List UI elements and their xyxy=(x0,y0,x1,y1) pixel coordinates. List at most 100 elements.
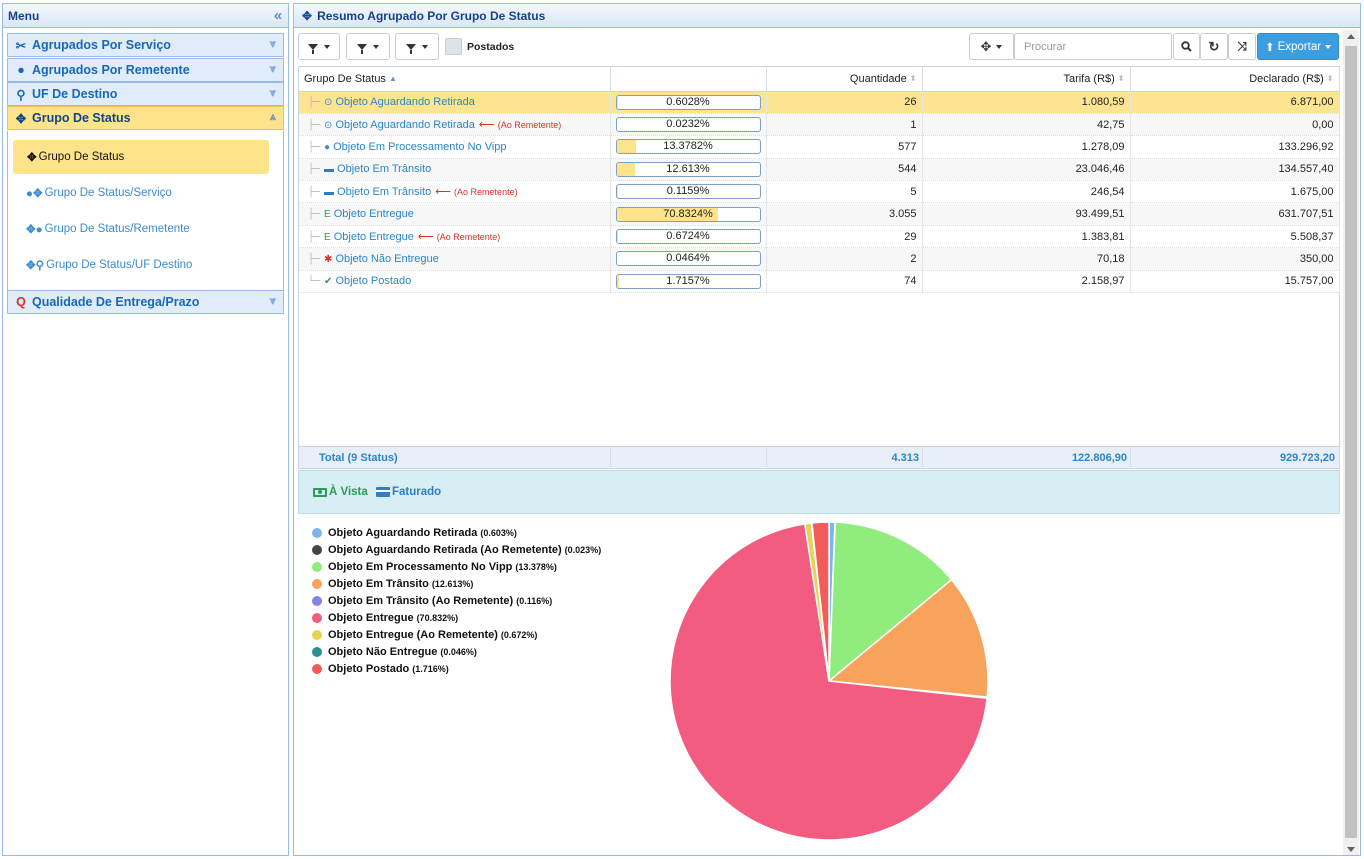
status-link[interactable]: Objeto Em Trânsito xyxy=(337,186,432,199)
status-link[interactable]: Objeto Entregue xyxy=(333,231,414,244)
accordion-qualidade-entrega[interactable]: Q Qualidade De Entrega/Prazo ⩔ xyxy=(7,290,284,314)
menu-header: Menu « xyxy=(3,4,288,28)
clock-icon: ⊙ xyxy=(324,97,333,109)
status-cell[interactable]: ├─ E Objeto Entregue ⟵ (Ao Remetente) xyxy=(299,225,611,249)
map-pin-icon: ⚲ xyxy=(16,87,26,102)
faturado-tab[interactable]: Faturado xyxy=(376,486,441,498)
legend-item[interactable]: Objeto Em Trânsito (12.613%) xyxy=(312,575,601,592)
pie-slice[interactable] xyxy=(828,521,953,683)
status-link[interactable]: Objeto Postado xyxy=(335,275,412,288)
column-header-tarifa[interactable]: Tarifa (R$) ⬍ xyxy=(922,67,1131,92)
status-link[interactable]: Objeto Aguardando Retirada xyxy=(335,96,475,109)
tree-connector: ├─ xyxy=(308,97,321,109)
chart-legend: Objeto Aguardando Retirada (0.603%) Objeto… xyxy=(312,524,601,677)
status-cell[interactable]: ├─ ▬ Objeto Em Trânsito ⟵ (Ao Remetente) xyxy=(299,180,611,204)
status-cell[interactable]: ├─ E Objeto Entregue xyxy=(299,202,611,226)
status-cell[interactable]: ├─ ● Objeto Em Processamento No Vipp xyxy=(299,135,611,159)
columns-move-dropdown[interactable]: ✥ xyxy=(969,33,1014,60)
table-row[interactable]: ├─ ▬ Objeto Em Trânsito 12.613% 544 23.046,46… xyxy=(299,158,1340,182)
footer-declarado: 929.723,20 xyxy=(1279,452,1335,464)
filter-dropdown-1[interactable] xyxy=(298,33,340,60)
legend-item[interactable]: Objeto Aguardando Retirada (0.603%) xyxy=(312,524,601,541)
table-row[interactable]: ├─ ⊙ Objeto Aguardando Retirada 0.6028% 26 1.… xyxy=(299,91,1340,114)
status-link[interactable]: Objeto Em Trânsito xyxy=(337,163,432,176)
legend-item[interactable]: Objeto Entregue (Ao Remetente) (0.672%) xyxy=(312,626,601,643)
collapse-menu-icon[interactable]: « xyxy=(273,7,283,24)
pie-slice[interactable] xyxy=(827,578,989,698)
table-row[interactable]: ├─ E Objeto Entregue 70.8324% 3.055 93.499,51… xyxy=(299,202,1340,226)
column-header-declarado[interactable]: Declarado (R$) ⬍ xyxy=(1130,67,1340,92)
status-cell[interactable]: ├─ ⊙ Objeto Aguardando Retirada xyxy=(299,91,611,114)
subitem-grupo-status[interactable]: ✥ Grupo De Status xyxy=(13,140,269,174)
column-header-quantidade[interactable]: Quantidade ⬍ xyxy=(766,67,923,92)
accordion-label: Agrupados Por Serviço xyxy=(32,38,171,52)
pie-slice[interactable] xyxy=(811,521,830,682)
legend-label: Objeto Aguardando Retirada xyxy=(328,526,478,539)
scrollbar-thumb[interactable] xyxy=(1345,46,1357,838)
a-vista-tab[interactable]: À Vista xyxy=(313,486,368,498)
filter-dropdown-3[interactable] xyxy=(395,33,439,60)
postados-checkbox[interactable] xyxy=(445,38,462,55)
table-row[interactable]: └─ ✔ Objeto Postado 1.7157% 74 2.158,97 15.757… xyxy=(299,270,1340,294)
move-icon: ✥ xyxy=(980,38,992,54)
subitem-grupo-status-uf[interactable]: ✥⚲ Grupo De Status/UF Destino xyxy=(13,248,269,282)
refresh-button[interactable]: ↻ xyxy=(1200,33,1228,60)
legend-item[interactable]: Objeto Aguardando Retirada (Ao Remetente… xyxy=(312,541,601,558)
legend-item[interactable]: Objeto Em Trânsito (Ao Remetente) (0.116%… xyxy=(312,592,601,609)
subitem-grupo-status-servico[interactable]: ●✥ Grupo De Status/Serviço xyxy=(13,176,269,210)
quantidade-cell: 3.055 xyxy=(766,202,923,226)
status-link[interactable]: Objeto Em Processamento No Vipp xyxy=(333,140,507,153)
status-link[interactable]: Objeto Não Entregue xyxy=(335,252,439,265)
scroll-down-icon[interactable] xyxy=(1347,847,1355,852)
filter-icon xyxy=(357,43,367,54)
declarado-cell: 1.675,00 xyxy=(1130,180,1340,204)
search-button[interactable] xyxy=(1173,33,1200,60)
move-icon: ✥ xyxy=(15,111,27,126)
quantidade-cell: 577 xyxy=(766,135,923,159)
legend-item[interactable]: Objeto Entregue (70.832%) xyxy=(312,609,601,626)
table-row[interactable]: ├─ ⊙ Objeto Aguardando Retirada ⟵ (Ao Remet… xyxy=(299,113,1340,137)
chevron-down-icon: ⩔ xyxy=(269,63,276,75)
legend-item[interactable]: Objeto Em Processamento No Vipp (13.378%) xyxy=(312,558,601,575)
column-header-grupo-status[interactable]: Grupo De Status ▲ xyxy=(299,67,611,92)
legend-item[interactable]: Objeto Não Entregue (0.046%) xyxy=(312,643,601,660)
status-cell[interactable]: ├─ ✱ Objeto Não Entregue xyxy=(299,247,611,271)
status-cell[interactable]: ├─ ▬ Objeto Em Trânsito xyxy=(299,158,611,182)
ao-remetente-label: (Ao Remetente) xyxy=(436,232,501,243)
move-user-icon: ✥● xyxy=(26,224,43,236)
percent-cell: 12.613% xyxy=(610,158,767,182)
percent-bar: 0.1159% xyxy=(615,184,761,200)
vertical-scrollbar[interactable] xyxy=(1343,30,1359,855)
legend-dot xyxy=(312,595,322,606)
shuffle-button[interactable]: ⤨ xyxy=(1228,33,1256,60)
table-row[interactable]: ├─ ▬ Objeto Em Trânsito ⟵ (Ao Remetente) 0.1… xyxy=(299,180,1340,204)
status-link[interactable]: Objeto Entregue xyxy=(333,208,414,221)
legend-percent: (12.613%) xyxy=(431,578,474,589)
percent-bar-fill xyxy=(616,274,619,288)
scroll-up-icon[interactable] xyxy=(1347,34,1355,39)
filter-dropdown-2[interactable] xyxy=(346,33,390,60)
status-cell[interactable]: ├─ ⊙ Objeto Aguardando Retirada ⟵ (Ao Remet… xyxy=(299,113,611,137)
legend-dot xyxy=(312,612,322,623)
percent-bar-fill xyxy=(616,162,635,176)
main-title: Resumo Agrupado Por Grupo De Status xyxy=(317,8,546,23)
pie-slice[interactable] xyxy=(669,522,988,841)
table-row[interactable]: ├─ ✱ Objeto Não Entregue 0.0464% 2 70,18 350,0… xyxy=(299,247,1340,271)
table-body: ├─ ⊙ Objeto Aguardando Retirada 0.6028% 26 1.… xyxy=(299,91,1340,294)
accordion-agrupados-servico[interactable]: ✂ Agrupados Por Serviço ⩔ xyxy=(7,33,284,57)
accordion-grupo-status[interactable]: ✥ Grupo De Status ⩓ xyxy=(7,106,284,130)
footer-total-label: Total (9 Status) xyxy=(319,452,398,464)
accordion-uf-destino[interactable]: ⚲ UF De Destino ⩔ xyxy=(7,82,284,106)
legend-item[interactable]: Objeto Postado (1.716%) xyxy=(312,660,601,677)
status-cell[interactable]: └─ ✔ Objeto Postado xyxy=(299,270,611,294)
export-button[interactable]: ⬆ Exportar xyxy=(1257,33,1339,60)
table-row[interactable]: ├─ ● Objeto Em Processamento No Vipp 13.378… xyxy=(299,135,1340,159)
subitem-grupo-status-remetente[interactable]: ✥● Grupo De Status/Remetente xyxy=(13,212,269,246)
status-link[interactable]: Objeto Aguardando Retirada xyxy=(335,119,475,132)
accordion-body-grupo-status: ✥ Grupo De Status ●✥ Grupo De Status/Ser… xyxy=(7,131,284,293)
accordion-agrupados-remetente[interactable]: ● Agrupados Por Remetente ⩔ xyxy=(7,58,284,82)
quantidade-cell: 2 xyxy=(766,247,923,271)
search-input[interactable] xyxy=(1014,33,1172,60)
table-row[interactable]: ├─ E Objeto Entregue ⟵ (Ao Remetente) 0.6724… xyxy=(299,225,1340,249)
percent-cell: 70.8324% xyxy=(610,202,767,226)
